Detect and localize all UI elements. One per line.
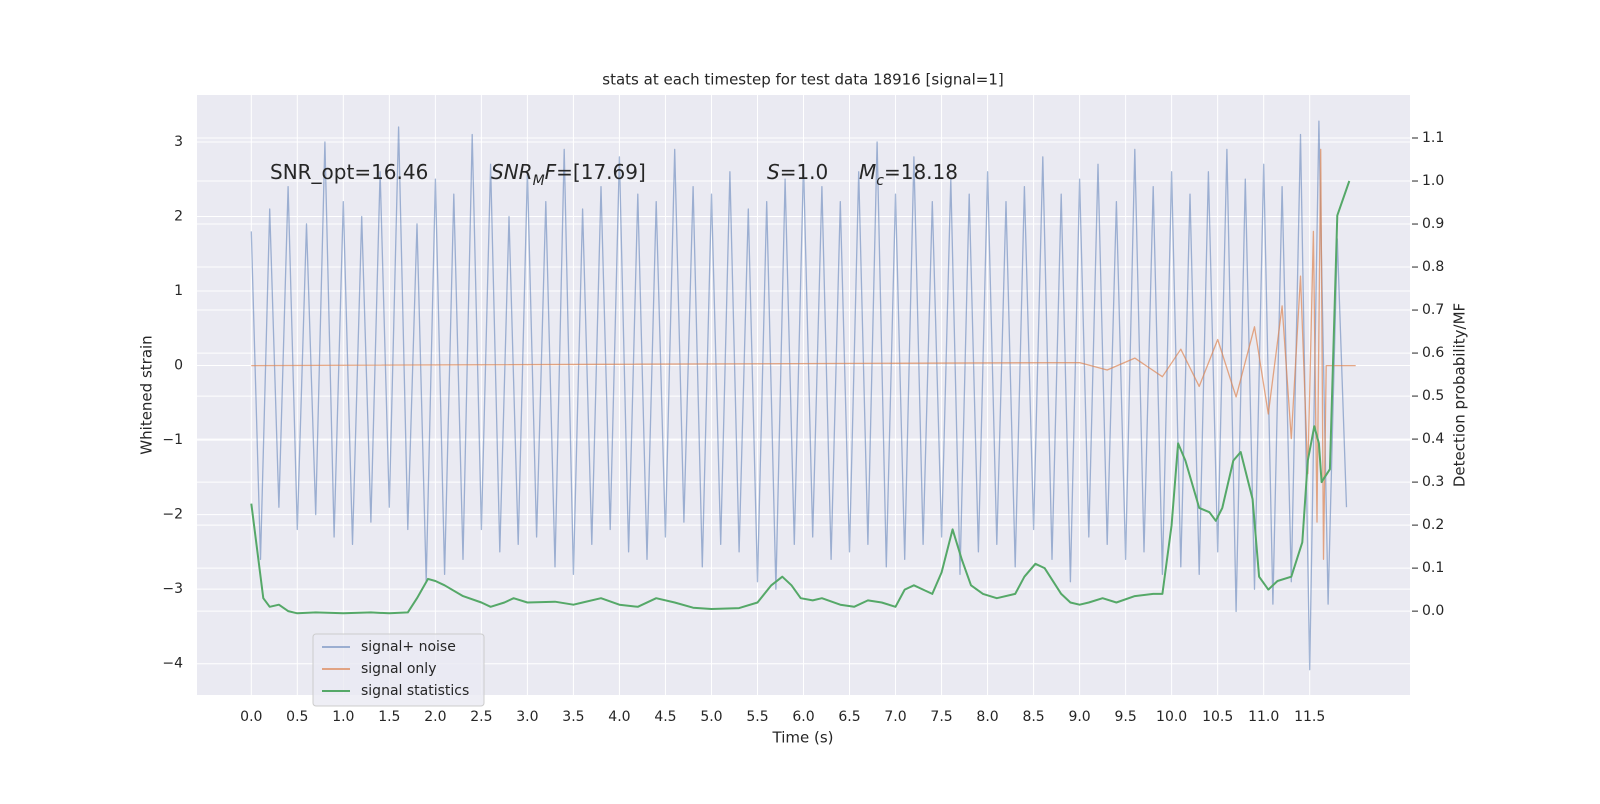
- y2-tick-label: 0.3: [1422, 474, 1444, 490]
- y2-tick-label: 0.6: [1422, 345, 1444, 361]
- x-tick-label: 6.5: [838, 709, 860, 725]
- x-tick-label: 9.0: [1068, 709, 1090, 725]
- y-tick-label: −4: [162, 656, 183, 672]
- y-tick-label: −1: [162, 432, 183, 448]
- y2-tick-label: 0.1: [1422, 560, 1444, 576]
- y2-tick-label: 1.1: [1422, 130, 1444, 146]
- x-tick-label: 1.5: [378, 709, 400, 725]
- y-tick-label: 1: [174, 283, 183, 299]
- annotation-part: M: [859, 160, 876, 184]
- x-tick-label: 6.0: [792, 709, 814, 725]
- data-line: [251, 148, 1356, 560]
- x-tick-label: 4.5: [654, 709, 676, 725]
- annotation-part: S: [767, 160, 780, 184]
- annotation-part: c: [876, 173, 884, 189]
- y-axis-label: Whitened strain: [138, 335, 156, 454]
- x-tick-label: 0.5: [286, 709, 308, 725]
- y2-tick-label: 0.0: [1422, 603, 1444, 619]
- y2-tick-label: 0.8: [1422, 259, 1444, 275]
- x-tick-label: 2.5: [470, 709, 492, 725]
- x-tick-label: 11.5: [1294, 709, 1325, 725]
- annotation: SNR_opt=16.46: [270, 160, 428, 184]
- x-tick-label: 10.0: [1156, 709, 1187, 725]
- x-tick-label: 1.0: [332, 709, 354, 725]
- y2-tick-label: 1.0: [1422, 173, 1444, 189]
- y2-tick-label: 0.9: [1422, 216, 1444, 232]
- legend-label: signal only: [361, 661, 436, 677]
- annotation-part: =1.0: [780, 160, 829, 184]
- annotation: SNRMF=[17.69]: [491, 160, 646, 190]
- x-tick-label: 9.5: [1114, 709, 1136, 725]
- annotation-part: =18.18: [884, 160, 958, 184]
- annotation-part: SNR_opt=16.46: [270, 160, 428, 184]
- x-tick-label: 3.0: [516, 709, 538, 725]
- legend-label: signal statistics: [361, 683, 469, 699]
- y2-tick-label: 0.5: [1422, 388, 1444, 404]
- chart-title: stats at each timestep for test data 189…: [602, 71, 1003, 89]
- annotation-part: M: [533, 173, 545, 189]
- y-tick-label: 3: [174, 134, 183, 150]
- x-tick-label: 8.0: [976, 709, 998, 725]
- x-tick-label: 3.5: [562, 709, 584, 725]
- annotation-part: F: [545, 160, 557, 184]
- x-tick-label: 5.0: [700, 709, 722, 725]
- y2-tick-label: 0.7: [1422, 302, 1444, 318]
- data-line: [250, 120, 1348, 671]
- x-tick-label: 0.0: [240, 709, 262, 725]
- y-tick-label: −2: [162, 507, 183, 523]
- x-tick-label: 2.0: [424, 709, 446, 725]
- y2-axis-label: Detection probability/MF: [1451, 303, 1469, 487]
- y2-tick-label: 0.2: [1422, 517, 1444, 533]
- data-line: [250, 180, 1351, 615]
- annotation: Mc=18.18: [859, 160, 958, 190]
- x-tick-label: 8.5: [1022, 709, 1044, 725]
- x-tick-label: 5.5: [746, 709, 768, 725]
- y-tick-label: 2: [174, 208, 183, 224]
- x-tick-label: 4.0: [608, 709, 630, 725]
- y-tick-label: 0: [174, 358, 183, 374]
- x-tick-label: 7.5: [930, 709, 952, 725]
- y-tick-label: −3: [162, 581, 183, 597]
- x-tick-label: 11.0: [1248, 709, 1279, 725]
- x-tick-label: 10.5: [1202, 709, 1233, 725]
- legend-box: [312, 633, 485, 707]
- y2-tick-label: 0.4: [1422, 431, 1444, 447]
- annotation-part: =[17.69]: [556, 160, 646, 184]
- x-tick-label: 7.0: [884, 709, 906, 725]
- x-axis-label: Time (s): [772, 729, 834, 747]
- legend-label: signal+ noise: [361, 639, 456, 655]
- annotation-part: SNR: [491, 160, 533, 184]
- annotation: S=1.0: [767, 160, 828, 184]
